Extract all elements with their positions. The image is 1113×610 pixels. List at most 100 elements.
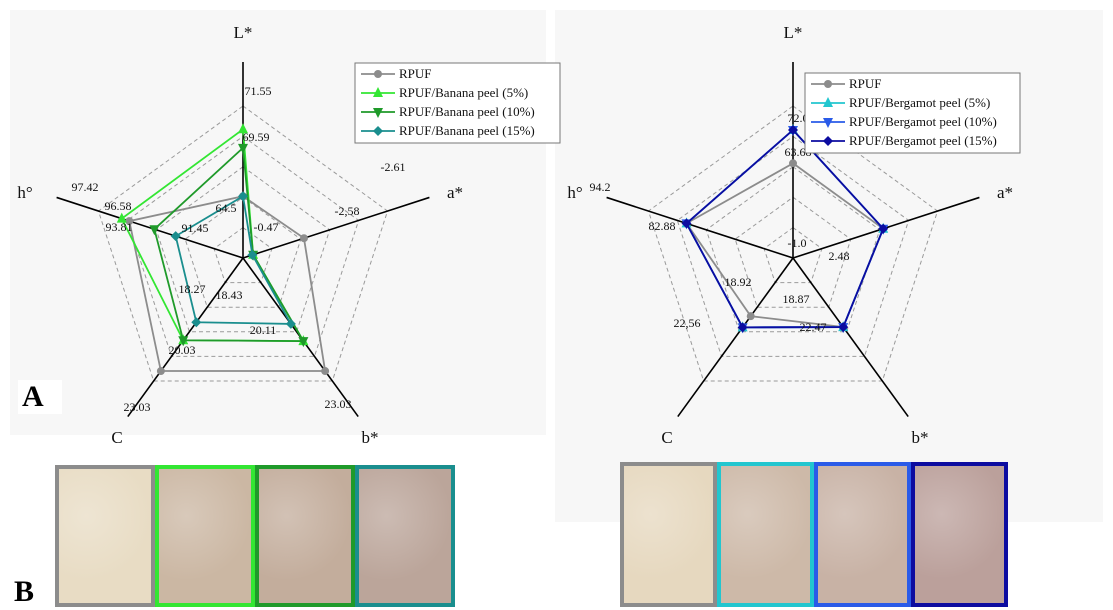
data-point-c xyxy=(191,317,202,328)
data-point-a xyxy=(878,223,889,234)
data-point-b xyxy=(298,337,309,348)
data-label: 2.48 xyxy=(829,249,850,263)
data-point-h xyxy=(125,217,134,226)
data-point-l xyxy=(238,143,248,154)
legend-label: RPUF/Bergamot peel (10%) xyxy=(849,114,997,129)
data-label: -2.61 xyxy=(381,160,406,174)
data-point-c xyxy=(746,312,755,321)
data-point-b xyxy=(285,318,296,329)
legend-label: RPUF/Bergamot peel (5%) xyxy=(849,95,990,110)
legend-box xyxy=(804,72,1021,154)
series-line xyxy=(174,194,293,325)
legend-triangle-up-marker xyxy=(373,87,383,97)
data-label: 96.58 xyxy=(105,199,132,213)
series-line xyxy=(120,127,305,343)
data-label: 18.92 xyxy=(725,275,752,289)
data-point-h xyxy=(149,225,160,236)
legend-label: RPUF/Banana peel (5%) xyxy=(399,85,528,100)
legend-item-rpuf-banana-peel-5: RPUF/Banana peel (5%) xyxy=(361,85,528,100)
series-line xyxy=(128,195,327,372)
legend-item-rpuf-bergamot-peel-10: RPUF/Bergamot peel (10%) xyxy=(811,114,997,129)
legend-diamond-marker xyxy=(823,136,833,146)
grid-ring xyxy=(734,196,852,308)
grid-ring xyxy=(705,166,881,333)
data-label: 64.5 xyxy=(216,201,237,215)
axis-label-c: C xyxy=(111,428,122,447)
series-line xyxy=(153,146,305,343)
data-point-a xyxy=(247,249,258,260)
axis-label-h: h° xyxy=(567,183,582,202)
grid-ring xyxy=(676,135,910,357)
legend-banana: RPUF RPUF/Banana peel (5%) RPUF/Banana pee… xyxy=(354,62,561,144)
legend-item-rpuf: RPUF xyxy=(811,76,882,91)
axis-label-h: h° xyxy=(17,183,32,202)
data-point-l xyxy=(238,123,248,134)
series-rpuf-bergamot-peel-15 xyxy=(681,125,889,333)
sample-photo-banana-4 xyxy=(355,465,455,607)
axis-h xyxy=(606,196,794,259)
data-point-h xyxy=(116,212,127,223)
radar-chart-bergamot: L*a*b*Ch°72.063.6894.282.88-1.02.4818.92… xyxy=(567,23,1013,447)
panel-label-b: B xyxy=(10,575,39,609)
legend-item-rpuf-bergamot-peel-5: RPUF/Bergamot peel (5%) xyxy=(811,95,990,110)
sample-photo-bergamot-4 xyxy=(911,462,1008,607)
legend-item-rpuf: RPUF xyxy=(361,66,432,81)
legend-label: RPUF/Banana peel (10%) xyxy=(399,104,535,119)
data-label: 91.45 xyxy=(182,221,209,235)
axis-label-a: a* xyxy=(997,183,1013,202)
series-rpuf-banana-peel-5 xyxy=(116,123,309,346)
axis-label-c: C xyxy=(661,428,672,447)
data-label: 23.03 xyxy=(325,397,352,411)
data-label: -1.0 xyxy=(788,236,807,250)
axis-h xyxy=(56,196,244,259)
axis-c xyxy=(677,257,794,418)
data-point-l xyxy=(238,191,248,202)
data-label: 22.47 xyxy=(800,320,827,334)
series-rpuf-banana-peel-10 xyxy=(149,143,309,348)
sample-photo-banana-3 xyxy=(255,465,355,607)
data-label: 18.43 xyxy=(216,288,243,302)
axis-label-b: b* xyxy=(362,428,379,447)
legend-circle-marker xyxy=(374,70,382,78)
sample-photo-bergamot-3 xyxy=(814,462,911,607)
legend-triangle-up-marker xyxy=(823,97,833,107)
axis-label-l: L* xyxy=(784,23,803,42)
series-rpuf xyxy=(125,192,330,376)
legend-label: RPUF/Banana peel (15%) xyxy=(399,123,535,138)
legend-label: RPUF xyxy=(849,76,882,91)
data-label: 72.0 xyxy=(788,111,809,125)
sample-photo-banana-2 xyxy=(155,465,255,607)
data-label: 71.55 xyxy=(245,84,272,98)
legend-item-rpuf-bergamot-peel-15: RPUF/Bergamot peel (15%) xyxy=(811,133,997,148)
data-label: 18.27 xyxy=(179,282,206,296)
panel-label-a: A xyxy=(18,380,62,414)
data-point-c xyxy=(178,336,189,347)
data-label: 94.2 xyxy=(590,180,611,194)
data-point-c xyxy=(156,367,165,376)
data-point-l xyxy=(788,125,798,135)
data-label: 97.42 xyxy=(72,180,99,194)
legend-bergamot: RPUF RPUF/Bergamot peel (5%) RPUF/Bergamot… xyxy=(804,72,1021,154)
data-label: 23.03 xyxy=(124,400,151,414)
legend-label: RPUF/Bergamot peel (15%) xyxy=(849,133,997,148)
data-label: 82.88 xyxy=(649,219,676,233)
data-point-l xyxy=(789,159,797,168)
grid-ring xyxy=(155,166,331,333)
data-label: 20.11 xyxy=(250,323,277,337)
axis-b xyxy=(792,257,909,418)
data-point-b xyxy=(321,367,330,376)
grid-ring xyxy=(213,226,273,284)
legend-triangle-down-marker xyxy=(373,108,383,118)
data-point-c xyxy=(737,322,748,333)
grid-ring xyxy=(97,105,389,382)
axis-label-b: b* xyxy=(912,428,929,447)
series-line xyxy=(685,162,885,329)
data-label: 18.87 xyxy=(783,292,810,306)
legend-item-rpuf-banana-peel-15: RPUF/Banana peel (15%) xyxy=(361,123,535,138)
series-line xyxy=(685,128,885,329)
data-label: 69.59 xyxy=(243,130,270,144)
data-label: -0.47 xyxy=(254,220,279,234)
axis-label-a: a* xyxy=(447,183,463,202)
legend-circle-marker xyxy=(824,80,832,88)
